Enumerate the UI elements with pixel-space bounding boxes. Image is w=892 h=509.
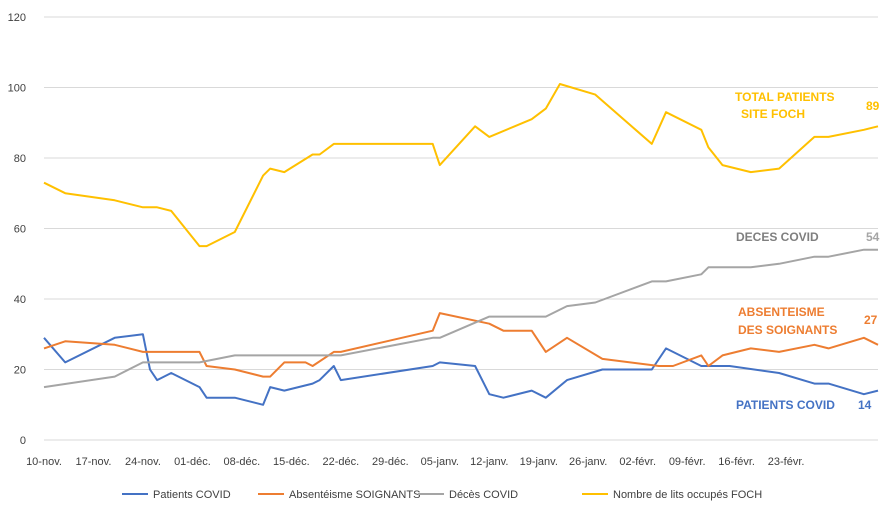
x-tick-label: 10-nov. [26, 456, 62, 468]
legend-label: Décès COVID [449, 489, 518, 501]
x-tick-label: 12-janv. [470, 456, 508, 468]
x-tick-label: 01-déc. [174, 456, 211, 468]
series-line-2 [43, 248, 878, 389]
annotation-total-patients-line2: SITE FOCH [741, 107, 805, 121]
annotation-deces-covid-value: 54 [866, 230, 880, 244]
x-tick-label: 09-févr. [669, 456, 706, 468]
annotation-total-patients-value: 89 [866, 99, 880, 113]
annotation-absenteisme-line2: DES SOIGNANTS [738, 323, 837, 337]
x-tick-label: 26-janv. [569, 456, 607, 468]
x-axis: 10-nov. 17-nov. 24-nov. 01-déc. 08-déc. 15-dé… [26, 456, 804, 468]
legend-label: Patients COVID [153, 489, 231, 501]
series-line-3 [43, 83, 879, 248]
y-axis: 0 20 40 60 80 100 120 [8, 12, 26, 447]
x-tick-label: 15-déc. [273, 456, 310, 468]
annotation-absenteisme-value: 27 [864, 313, 878, 327]
y-tick-label: 20 [14, 365, 26, 377]
annotation-total-patients-line1: TOTAL PATIENTS [735, 90, 835, 104]
series-line-1 [43, 312, 879, 378]
x-tick-label: 05-janv. [421, 456, 459, 468]
x-tick-label: 22-déc. [322, 456, 359, 468]
gridlines [44, 16, 878, 441]
x-tick-label: 23-févr. [768, 456, 805, 468]
y-tick-label: 0 [20, 435, 26, 447]
x-tick-label: 02-févr. [619, 456, 656, 468]
y-tick-label: 40 [14, 294, 26, 306]
x-tick-label: 19-janv. [520, 456, 558, 468]
x-tick-label: 16-févr. [718, 456, 755, 468]
annotation-deces-covid: DECES COVID [736, 230, 819, 244]
legend: Patients COVID Absentéisme SOIGNANTS Décès… [122, 489, 762, 501]
series-line-0 [43, 333, 879, 406]
y-tick-label: 60 [14, 224, 26, 236]
x-tick-label: 24-nov. [125, 456, 161, 468]
series-lines [43, 83, 879, 406]
x-tick-label: 29-déc. [372, 456, 409, 468]
x-tick-label: 08-déc. [224, 456, 261, 468]
legend-label: Absentéisme SOIGNANTS [289, 489, 420, 501]
annotation-patients-covid: PATIENTS COVID [736, 398, 835, 412]
x-tick-label: 17-nov. [76, 456, 112, 468]
annotation-absenteisme-line1: ABSENTEISME [738, 305, 825, 319]
annotations: TOTAL PATIENTS SITE FOCH 89 DECES COVID … [735, 90, 880, 412]
legend-label: Nombre de lits occupés FOCH [613, 489, 762, 501]
y-tick-label: 120 [8, 12, 26, 24]
annotation-patients-covid-value: 14 [858, 398, 872, 412]
y-tick-label: 100 [8, 83, 26, 95]
y-tick-label: 80 [14, 153, 26, 165]
